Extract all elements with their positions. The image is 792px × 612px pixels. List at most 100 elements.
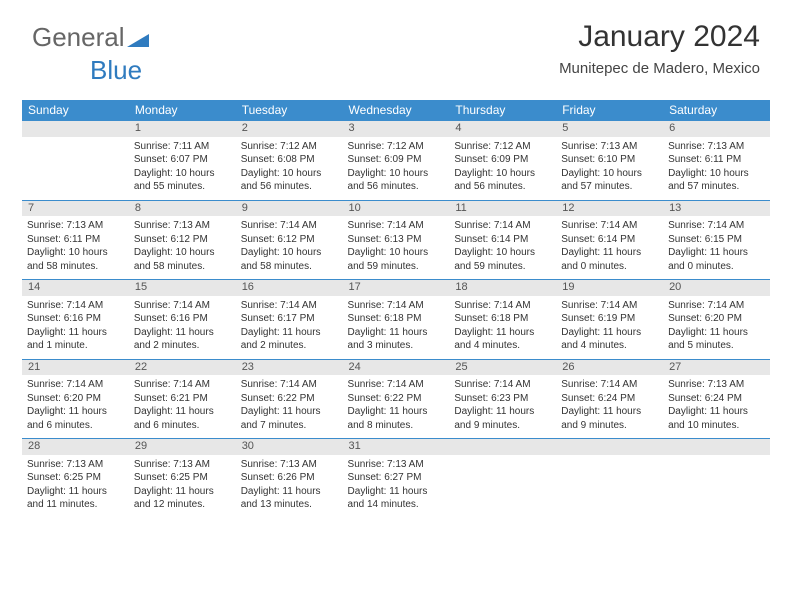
day-number: 31 — [343, 439, 450, 455]
sunrise-line: Sunrise: 7:14 AM — [668, 219, 765, 233]
sunset-line: Sunset: 6:24 PM — [668, 392, 765, 406]
sunrise-line: Sunrise: 7:13 AM — [134, 219, 231, 233]
sunrise-line: Sunrise: 7:13 AM — [27, 219, 124, 233]
weekday-header: Friday — [556, 100, 663, 121]
day-number: 23 — [236, 359, 343, 375]
sunrise-line: Sunrise: 7:14 AM — [241, 378, 338, 392]
sunset-line: Sunset: 6:22 PM — [241, 392, 338, 406]
day-cell: Sunrise: 7:14 AMSunset: 6:18 PMDaylight:… — [449, 296, 556, 360]
daylight-line: Daylight: 10 hours and 57 minutes. — [561, 167, 658, 194]
day-number: 19 — [556, 280, 663, 296]
day-cell: Sunrise: 7:14 AMSunset: 6:22 PMDaylight:… — [236, 375, 343, 439]
daylight-line: Daylight: 11 hours and 8 minutes. — [348, 405, 445, 432]
day-cell: Sunrise: 7:14 AMSunset: 6:16 PMDaylight:… — [129, 296, 236, 360]
day-cell: Sunrise: 7:13 AMSunset: 6:11 PMDaylight:… — [663, 137, 770, 201]
sunrise-line: Sunrise: 7:14 AM — [561, 299, 658, 313]
day-number: 16 — [236, 280, 343, 296]
sunset-line: Sunset: 6:24 PM — [561, 392, 658, 406]
day-number: 21 — [22, 359, 129, 375]
daylight-line: Daylight: 10 hours and 59 minutes. — [454, 246, 551, 273]
calendar-table: SundayMondayTuesdayWednesdayThursdayFrid… — [22, 100, 770, 518]
day-number: 13 — [663, 200, 770, 216]
daylight-line: Daylight: 10 hours and 59 minutes. — [348, 246, 445, 273]
sunrise-line: Sunrise: 7:14 AM — [27, 378, 124, 392]
sunset-line: Sunset: 6:09 PM — [454, 153, 551, 167]
day-number-row: 21222324252627 — [22, 359, 770, 375]
day-number: 25 — [449, 359, 556, 375]
day-cell-empty — [449, 455, 556, 518]
day-cell: Sunrise: 7:13 AMSunset: 6:12 PMDaylight:… — [129, 216, 236, 280]
day-cell: Sunrise: 7:14 AMSunset: 6:18 PMDaylight:… — [343, 296, 450, 360]
day-cell: Sunrise: 7:12 AMSunset: 6:08 PMDaylight:… — [236, 137, 343, 201]
daylight-line: Daylight: 11 hours and 9 minutes. — [561, 405, 658, 432]
day-cell: Sunrise: 7:14 AMSunset: 6:16 PMDaylight:… — [22, 296, 129, 360]
daylight-line: Daylight: 11 hours and 2 minutes. — [241, 326, 338, 353]
day-cell: Sunrise: 7:14 AMSunset: 6:20 PMDaylight:… — [22, 375, 129, 439]
daylight-line: Daylight: 11 hours and 6 minutes. — [27, 405, 124, 432]
sunset-line: Sunset: 6:11 PM — [27, 233, 124, 247]
day-number: 26 — [556, 359, 663, 375]
sunset-line: Sunset: 6:09 PM — [348, 153, 445, 167]
daylight-line: Daylight: 11 hours and 6 minutes. — [134, 405, 231, 432]
sunrise-line: Sunrise: 7:14 AM — [134, 378, 231, 392]
daylight-line: Daylight: 10 hours and 58 minutes. — [27, 246, 124, 273]
sunrise-line: Sunrise: 7:14 AM — [561, 219, 658, 233]
daylight-line: Daylight: 10 hours and 56 minutes. — [348, 167, 445, 194]
day-number-empty — [663, 439, 770, 455]
daylight-line: Daylight: 10 hours and 58 minutes. — [241, 246, 338, 273]
day-cell: Sunrise: 7:13 AMSunset: 6:11 PMDaylight:… — [22, 216, 129, 280]
day-number: 22 — [129, 359, 236, 375]
sunset-line: Sunset: 6:18 PM — [454, 312, 551, 326]
day-content-row: Sunrise: 7:13 AMSunset: 6:11 PMDaylight:… — [22, 216, 770, 280]
day-cell: Sunrise: 7:14 AMSunset: 6:14 PMDaylight:… — [556, 216, 663, 280]
daylight-line: Daylight: 10 hours and 58 minutes. — [134, 246, 231, 273]
day-number-empty — [449, 439, 556, 455]
daylight-line: Daylight: 11 hours and 3 minutes. — [348, 326, 445, 353]
day-cell: Sunrise: 7:13 AMSunset: 6:10 PMDaylight:… — [556, 137, 663, 201]
day-number: 9 — [236, 200, 343, 216]
day-cell-empty — [556, 455, 663, 518]
sunrise-line: Sunrise: 7:14 AM — [134, 299, 231, 313]
day-cell: Sunrise: 7:13 AMSunset: 6:25 PMDaylight:… — [22, 455, 129, 518]
weekday-header: Sunday — [22, 100, 129, 121]
day-number: 20 — [663, 280, 770, 296]
day-number: 12 — [556, 200, 663, 216]
sunrise-line: Sunrise: 7:14 AM — [27, 299, 124, 313]
day-cell-empty — [663, 455, 770, 518]
day-cell: Sunrise: 7:12 AMSunset: 6:09 PMDaylight:… — [343, 137, 450, 201]
day-cell: Sunrise: 7:13 AMSunset: 6:26 PMDaylight:… — [236, 455, 343, 518]
day-number: 6 — [663, 121, 770, 137]
sunrise-line: Sunrise: 7:13 AM — [241, 458, 338, 472]
day-number-row: 14151617181920 — [22, 280, 770, 296]
day-cell: Sunrise: 7:12 AMSunset: 6:09 PMDaylight:… — [449, 137, 556, 201]
sunset-line: Sunset: 6:22 PM — [348, 392, 445, 406]
sunset-line: Sunset: 6:19 PM — [561, 312, 658, 326]
daylight-line: Daylight: 11 hours and 11 minutes. — [27, 485, 124, 512]
sunrise-line: Sunrise: 7:14 AM — [348, 299, 445, 313]
sunrise-line: Sunrise: 7:13 AM — [134, 458, 231, 472]
daylight-line: Daylight: 10 hours and 55 minutes. — [134, 167, 231, 194]
day-content-row: Sunrise: 7:13 AMSunset: 6:25 PMDaylight:… — [22, 455, 770, 518]
day-number: 7 — [22, 200, 129, 216]
day-number: 8 — [129, 200, 236, 216]
day-number: 2 — [236, 121, 343, 137]
sunset-line: Sunset: 6:25 PM — [27, 471, 124, 485]
sunset-line: Sunset: 6:16 PM — [27, 312, 124, 326]
brand-part2: Blue — [90, 55, 142, 85]
day-cell: Sunrise: 7:14 AMSunset: 6:15 PMDaylight:… — [663, 216, 770, 280]
sunset-line: Sunset: 6:20 PM — [668, 312, 765, 326]
daylight-line: Daylight: 11 hours and 13 minutes. — [241, 485, 338, 512]
day-number: 29 — [129, 439, 236, 455]
sunset-line: Sunset: 6:25 PM — [134, 471, 231, 485]
day-number: 24 — [343, 359, 450, 375]
daylight-line: Daylight: 11 hours and 10 minutes. — [668, 405, 765, 432]
sunset-line: Sunset: 6:21 PM — [134, 392, 231, 406]
day-number-row: 78910111213 — [22, 200, 770, 216]
weekday-header: Saturday — [663, 100, 770, 121]
sunrise-line: Sunrise: 7:14 AM — [454, 299, 551, 313]
day-number: 1 — [129, 121, 236, 137]
day-number: 28 — [22, 439, 129, 455]
sunset-line: Sunset: 6:26 PM — [241, 471, 338, 485]
daylight-line: Daylight: 11 hours and 0 minutes. — [561, 246, 658, 273]
sunset-line: Sunset: 6:12 PM — [134, 233, 231, 247]
